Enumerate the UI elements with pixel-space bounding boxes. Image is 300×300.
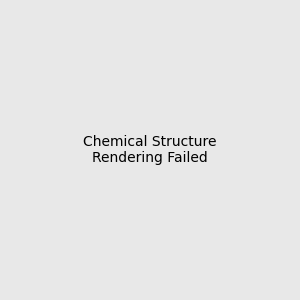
Text: Chemical Structure
Rendering Failed: Chemical Structure Rendering Failed [83, 135, 217, 165]
